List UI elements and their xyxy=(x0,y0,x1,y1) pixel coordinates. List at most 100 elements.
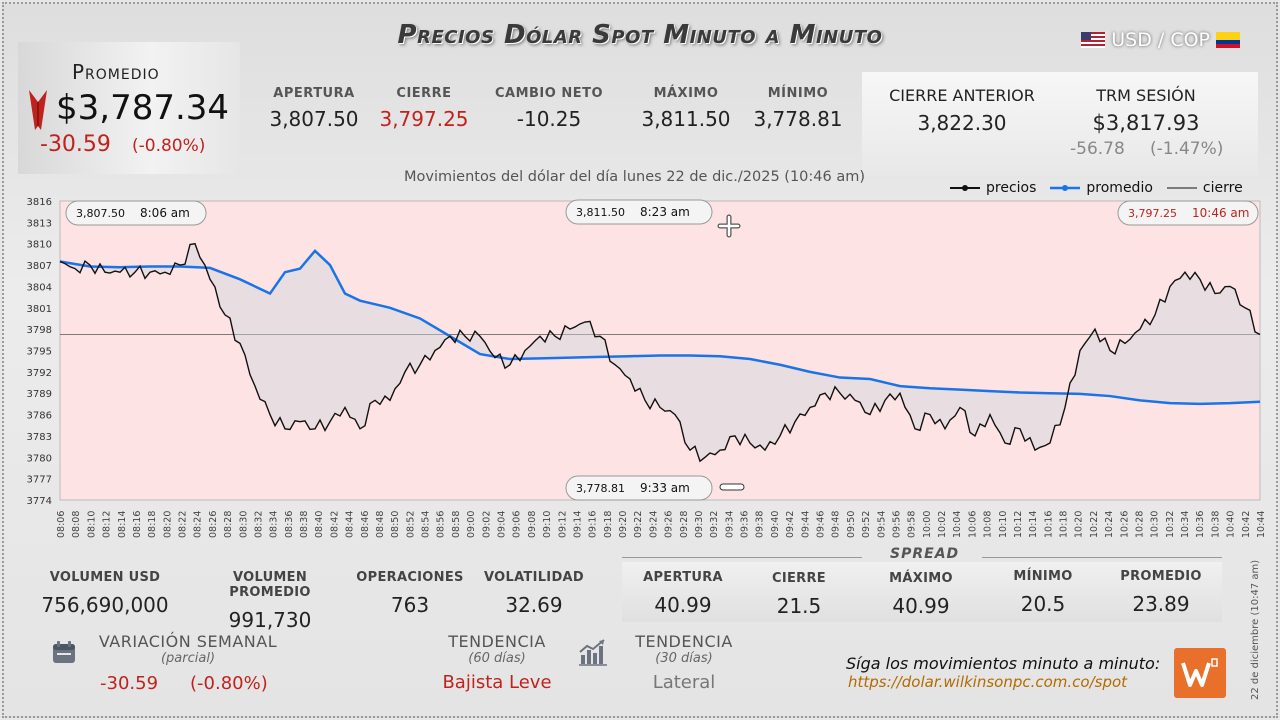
x-tick-label: 08:22 xyxy=(178,511,189,538)
variacion-semanal-pct: (-0.80%) xyxy=(190,673,268,694)
trm-change: -56.78 xyxy=(1070,139,1125,159)
promedio-pct: (-0.80%) xyxy=(132,136,206,156)
x-tick-label: 08:20 xyxy=(162,511,173,538)
x-tick-label: 10:24 xyxy=(1104,511,1115,538)
currency-pair: USD / COP xyxy=(1081,29,1240,51)
stat-value: 3,797.25 xyxy=(379,107,469,131)
stat-minimo: MÍNIMO 3,778.81 xyxy=(742,86,854,131)
spread-apertura-label: APERTURA xyxy=(643,570,723,585)
promedio-value: $3,787.34 xyxy=(56,88,230,128)
volatilidad-value: 32.69 xyxy=(505,593,563,617)
volumen-promedio: VOLUMEN PROMEDIO 991,730 xyxy=(190,570,350,632)
x-tick-label: 10:28 xyxy=(1134,511,1145,538)
x-tick-label: 08:42 xyxy=(329,511,340,538)
x-tick-label: 09:26 xyxy=(664,511,675,538)
legend-cierre[interactable]: cierre xyxy=(1166,180,1243,196)
volumen-promedio-value: 991,730 xyxy=(228,608,312,632)
spread-minimo-value: 20.5 xyxy=(1020,592,1066,616)
wilkinson-logo[interactable] xyxy=(1174,648,1226,698)
x-tick-label: 09:24 xyxy=(648,511,659,538)
callout-max-box xyxy=(565,199,713,225)
x-tick-label: 09:00 xyxy=(466,511,477,538)
x-tick-label: 09:44 xyxy=(800,511,811,538)
tendencia-30-label: TENDENCIA xyxy=(635,632,733,651)
x-tick-label: 08:48 xyxy=(375,511,386,538)
volatilidad: VOLATILIDAD 32.69 xyxy=(476,570,592,617)
volumen-usd-value: 756,690,000 xyxy=(41,593,169,617)
plot-background xyxy=(59,200,1261,501)
stat-apertura: APERTURA 3,807.50 xyxy=(258,86,370,131)
x-tick-label: 08:26 xyxy=(208,511,219,538)
x-tick-label: 08:14 xyxy=(117,511,128,538)
x-tick-label: 10:12 xyxy=(1013,511,1024,538)
x-tick-label: 10:06 xyxy=(967,511,978,538)
x-tick-label: 10:00 xyxy=(922,511,933,538)
x-tick-label: 09:54 xyxy=(876,511,887,538)
colombia-flag-icon xyxy=(1216,32,1240,48)
stat-cambio-neto: CAMBIO NETO -10.25 xyxy=(488,86,610,131)
promedio-change: -30.59 xyxy=(40,132,111,157)
callout-min-box xyxy=(565,475,713,501)
spread-promedio: PROMEDIO 23.89 xyxy=(1106,569,1216,616)
x-tick-label: 09:58 xyxy=(907,511,918,538)
date-stamp: 22 de diciembre (10:47 am) xyxy=(1250,559,1261,700)
x-tick-label: 10:42 xyxy=(1241,511,1252,538)
x-tick-label: 08:46 xyxy=(360,511,371,538)
promedio-panel xyxy=(18,42,240,174)
variacion-semanal: VARIACIÓN SEMANAL (parcial) xyxy=(90,632,286,666)
x-tick-label: 09:18 xyxy=(603,511,614,538)
legend-precios[interactable]: precios xyxy=(950,180,1036,196)
x-tick-label: 09:50 xyxy=(846,511,857,538)
spread-cierre-value: 21.5 xyxy=(776,594,822,618)
x-tick-label: 10:16 xyxy=(1043,511,1054,538)
y-tick-label: 3786 xyxy=(27,411,52,422)
x-tick-label: 09:38 xyxy=(755,511,766,538)
callout-close-time: 10:46 am xyxy=(1192,206,1249,220)
spread-divider-left xyxy=(622,557,862,558)
legend-precios-swatch xyxy=(950,185,980,191)
callout-close-price: 3,797.25 xyxy=(1128,207,1177,220)
stat-value: -10.25 xyxy=(516,107,582,131)
x-tick-label: 08:18 xyxy=(147,511,158,538)
x-tick-label: 08:34 xyxy=(269,511,280,538)
y-tick-label: 3783 xyxy=(27,432,52,443)
x-tick-label: 10:10 xyxy=(998,511,1009,538)
y-tick-label: 3810 xyxy=(27,240,52,251)
stat-cierre: CIERRE 3,797.25 xyxy=(368,86,480,131)
x-tick-label: 09:32 xyxy=(709,511,720,538)
tendencia-30-sub: (30 días) xyxy=(655,651,713,666)
crosshair-inner-icon xyxy=(718,215,740,237)
x-tick-label: 09:12 xyxy=(557,511,568,538)
x-tick-label: 09:20 xyxy=(618,511,629,538)
variacion-semanal-sub: (parcial) xyxy=(160,651,216,666)
spread-maximo-label: MÁXIMO xyxy=(889,571,953,586)
cierre-anterior-value: 3,822.30 xyxy=(917,111,1007,135)
stat-value: 3,778.81 xyxy=(753,107,843,131)
stat-label: CAMBIO NETO xyxy=(494,86,604,101)
price-chart[interactable]: 3774 3777 3780 3783 3786 3789 3792 3795 3798 3801… xyxy=(0,190,1280,550)
spread-divider-right xyxy=(982,557,1222,558)
x-tick-label: 08:10 xyxy=(86,511,97,538)
legend-promedio[interactable]: promedio xyxy=(1050,180,1153,196)
legend-precios-label: precios xyxy=(986,180,1037,196)
x-tick-label: 08:50 xyxy=(390,511,401,538)
x-tick-label: 08:06 xyxy=(56,511,67,538)
x-tick-label: 09:48 xyxy=(831,511,842,538)
spread-apertura-value: 40.99 xyxy=(654,593,712,617)
y-tick-label: 3789 xyxy=(27,389,52,400)
spread-cierre-label: CIERRE xyxy=(772,571,826,586)
x-tick-label: 08:38 xyxy=(299,511,310,538)
callout-open-price: 3,807.50 xyxy=(76,207,125,220)
tendencia-60-value: Bajista Leve xyxy=(442,672,552,693)
x-tick-label: 10:18 xyxy=(1059,511,1070,538)
callout-min-time: 9:33 am xyxy=(640,481,690,495)
stat-value: 3,807.50 xyxy=(269,107,359,131)
volumen-promedio-label: VOLUMEN PROMEDIO xyxy=(229,570,311,600)
spread-minimo-label: MÍNIMO xyxy=(1013,569,1073,584)
currency-pair-label: USD / COP xyxy=(1111,29,1210,51)
y-tick-label: 3774 xyxy=(27,496,52,507)
scroll-handle-icon xyxy=(719,483,745,491)
callout-max-time: 8:23 am xyxy=(640,205,690,219)
follow-link[interactable]: https://dolar.wilkinsonpc.com.co/spot xyxy=(848,673,1128,691)
y-tick-label: 3780 xyxy=(27,453,52,464)
